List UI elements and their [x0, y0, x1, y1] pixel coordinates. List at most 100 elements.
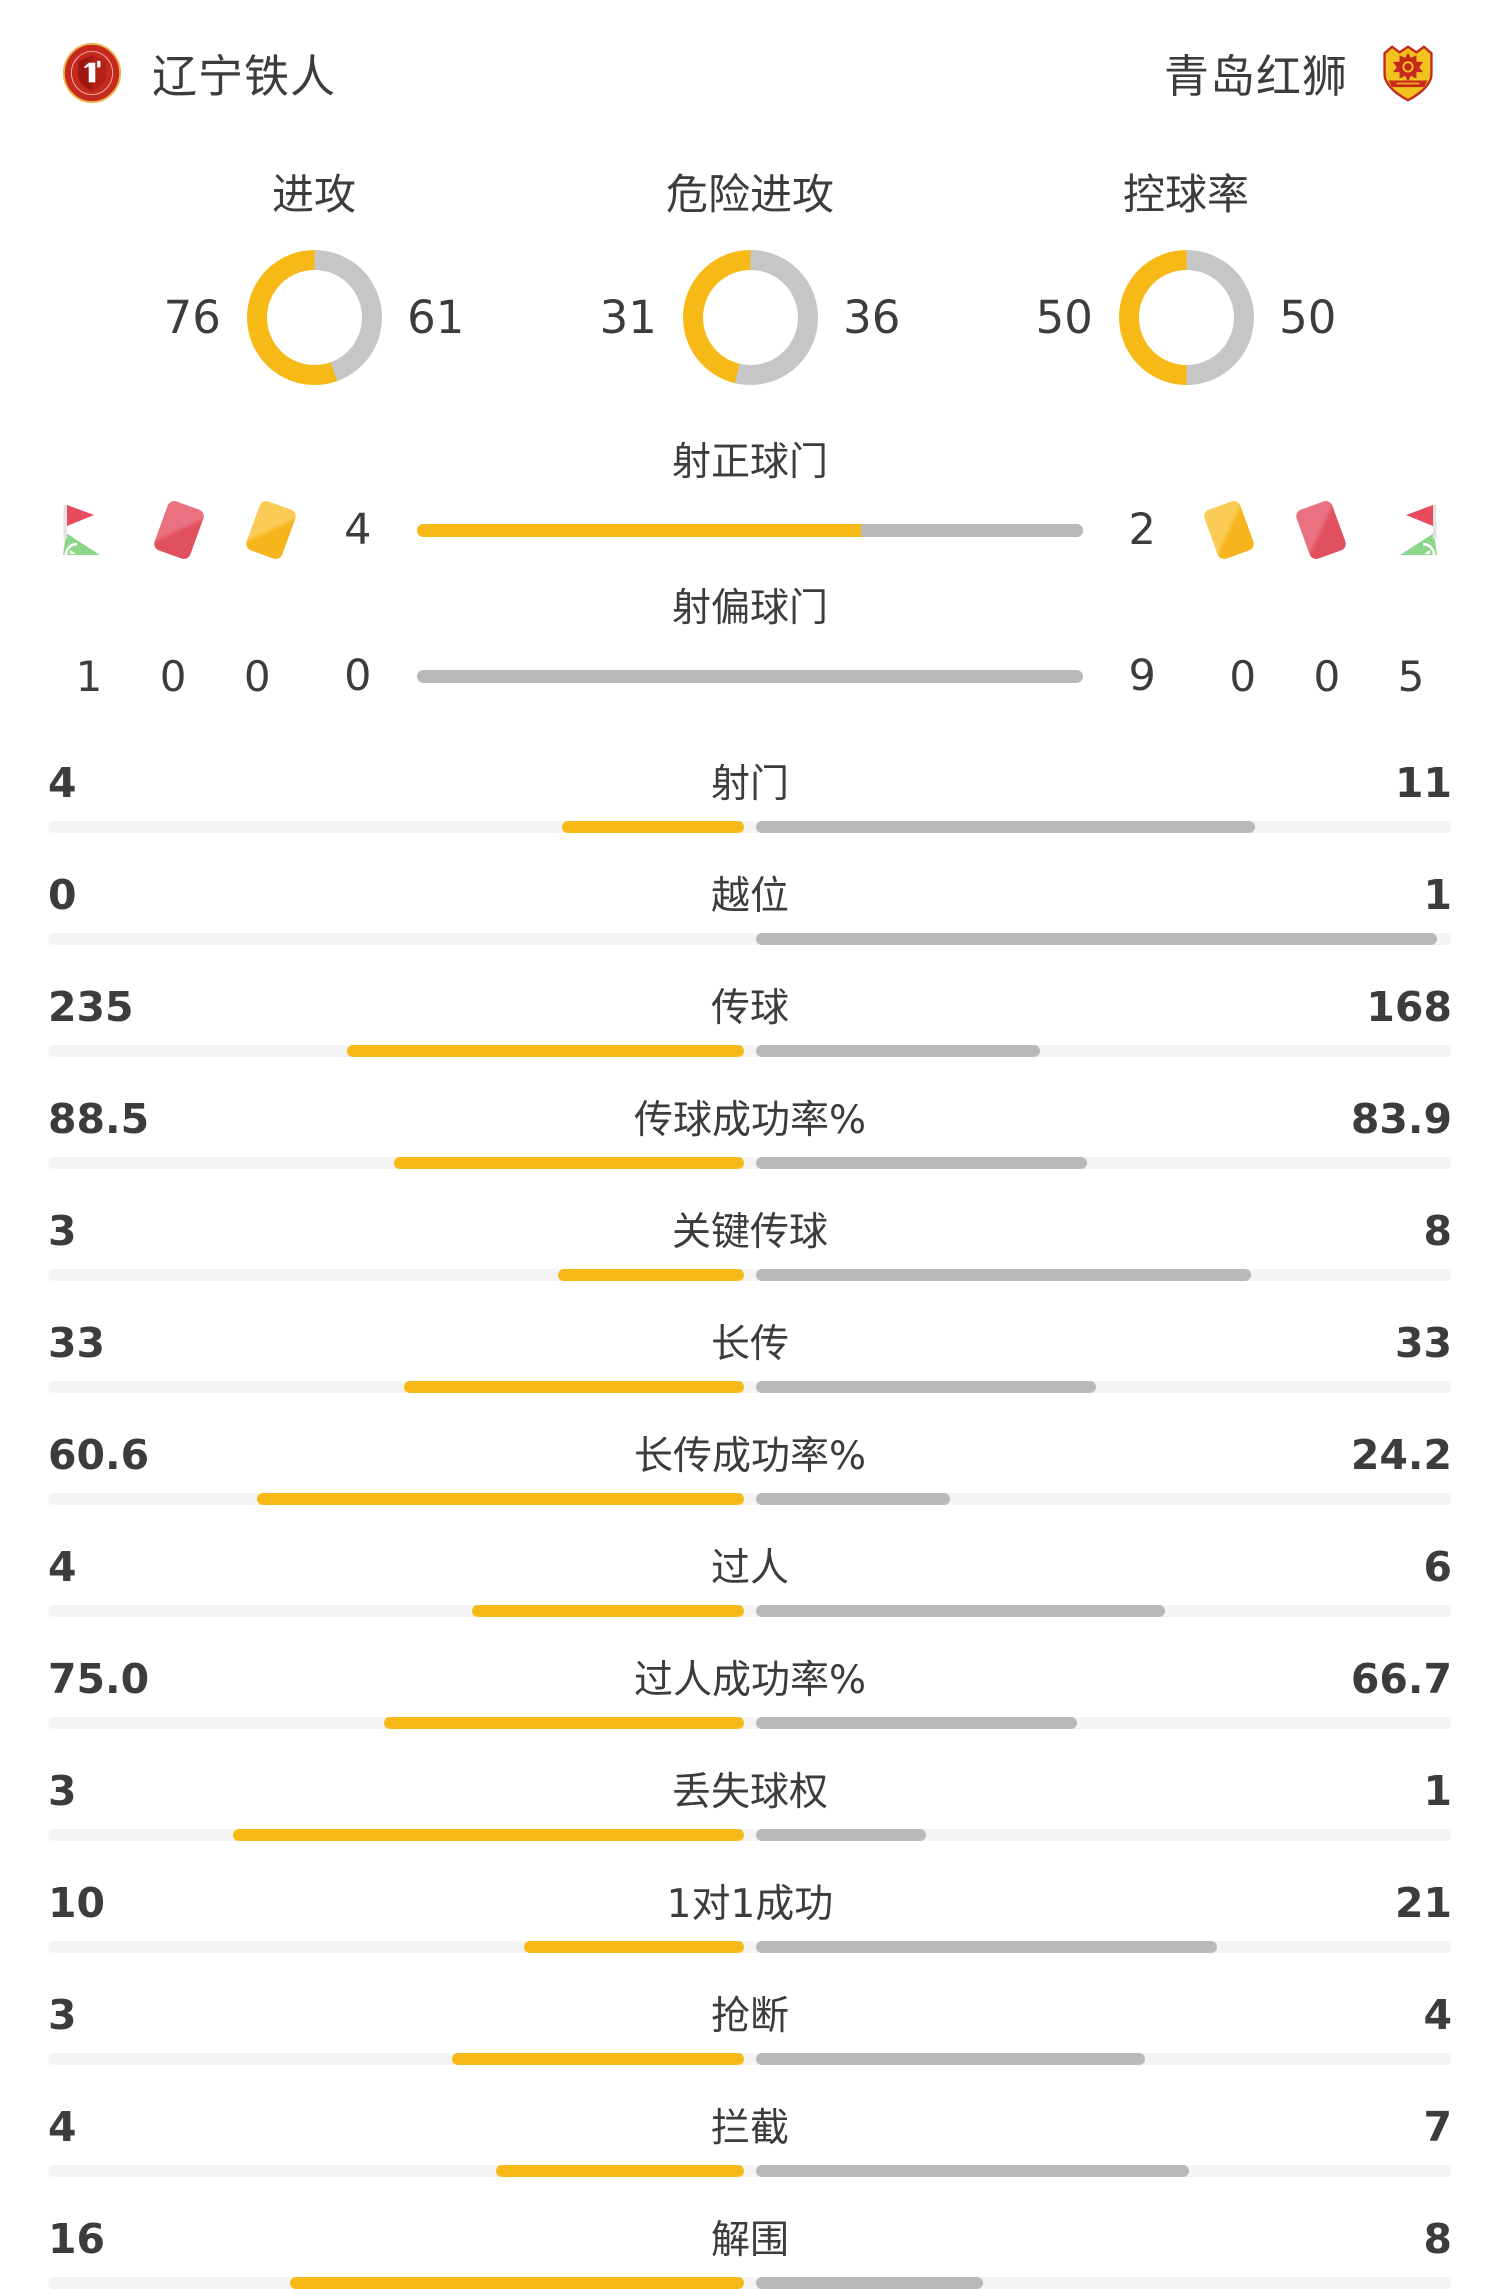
away-discipline-icons — [1201, 499, 1452, 561]
stat-bar-home-segment — [383, 1717, 744, 1729]
stat-bar-away-segment — [756, 1605, 1165, 1617]
red-card-icon — [152, 499, 206, 561]
shot-bar-away-value: 2 — [1128, 505, 1156, 555]
stat-away-value: 1 — [1423, 871, 1452, 919]
stat-row-长传成功率%: 60.6 长传成功率% 24.2 — [48, 1425, 1452, 1505]
donut-label: 进攻 — [271, 170, 356, 219]
qingdao-red-lions-crest-icon — [1383, 44, 1433, 101]
stat-home-value: 88.5 — [48, 1095, 150, 1143]
stat-home-value: 60.6 — [48, 1431, 150, 1479]
stat-away-value: 1 — [1423, 1767, 1452, 1815]
stat-home-value: 4 — [48, 2103, 77, 2151]
stat-home-value: 3 — [48, 1991, 77, 2039]
stat-bar-away-segment — [756, 2053, 1146, 2065]
stat-line: 4 过人 6 — [48, 1537, 1452, 1593]
red-card-icon — [1294, 499, 1348, 561]
away-team-name: 青岛红狮 — [1163, 50, 1348, 103]
stat-bar-home-segment — [233, 1829, 744, 1841]
stat-label: 越位 — [710, 874, 789, 919]
away-red-cards-count: 0 — [1313, 651, 1341, 701]
stat-away-value: 8 — [1423, 1207, 1452, 1255]
stat-bar-away-segment — [756, 1381, 1097, 1393]
stat-home-value: 0 — [48, 871, 77, 919]
donut-away-value: 61 — [407, 291, 465, 344]
stat-away-value: 168 — [1366, 983, 1452, 1031]
stat-bar-home-segment — [562, 821, 744, 833]
away-team[interactable]: 青岛红狮 — [1164, 40, 1438, 105]
stat-label: 传球成功率% — [633, 1098, 867, 1143]
stat-line: 3 丢失球权 1 — [48, 1761, 1452, 1817]
stat-label: 过人 — [710, 1546, 789, 1591]
stat-away-value: 83.9 — [1350, 1095, 1452, 1143]
donut-row: 50 50 — [1018, 250, 1354, 385]
home-team-name: 辽宁铁人 — [152, 50, 337, 103]
away-discipline-counts: 0 0 5 — [1202, 652, 1452, 701]
stat-away-value: 8 — [1423, 2215, 1452, 2263]
stat-away-value: 33 — [1394, 1319, 1452, 1367]
donut-ring — [682, 250, 818, 385]
stat-bar-track — [48, 821, 1452, 833]
stat-home-value: 75.0 — [48, 1655, 150, 1703]
stat-away-value: 6 — [1423, 1543, 1452, 1591]
stat-bar-home-segment — [394, 1157, 744, 1169]
donut-row: 31 36 — [582, 250, 918, 385]
shot-bar-home-value: 0 — [344, 651, 372, 701]
stat-row-关键传球: 3 关键传球 8 — [48, 1201, 1452, 1281]
stat-bar-away-segment — [756, 1493, 951, 1505]
stat-row-射门: 4 射门 11 — [48, 753, 1452, 833]
stat-line: 0 越位 1 — [48, 865, 1452, 921]
stat-row-传球: 235 传球 168 — [48, 977, 1452, 1057]
stat-bar-home-segment — [403, 1381, 744, 1393]
donut-group-0: 进攻 76 61 — [146, 161, 482, 385]
stat-line: 4 拦截 7 — [48, 2097, 1452, 2153]
stat-bar-track — [48, 1717, 1452, 1729]
donut-away-value: 50 — [1279, 291, 1337, 344]
stat-line: 16 解围 8 — [48, 2209, 1452, 2265]
yellow-card-icon — [244, 499, 299, 561]
stat-row-解围: 16 解围 8 — [48, 2209, 1452, 2289]
stat-line: 60.6 长传成功率% 24.2 — [48, 1425, 1452, 1481]
stat-home-value: 16 — [48, 2215, 106, 2263]
stat-bar-away-segment — [756, 1829, 927, 1841]
stat-bar-away-segment — [756, 1717, 1077, 1729]
donut-away-value: 36 — [843, 291, 901, 344]
stat-label: 拦截 — [710, 2106, 789, 2151]
shot-bar-home-fill — [417, 523, 861, 537]
donut-group-1: 危险进攻 31 36 — [582, 161, 918, 385]
stat-bar-track — [48, 1605, 1452, 1617]
home-discipline-counts: 1 0 0 — [48, 652, 298, 701]
yellow-card-icon — [1201, 499, 1256, 561]
home-team[interactable]: 辽宁铁人 — [62, 40, 336, 105]
stat-label: 解围 — [710, 2218, 789, 2263]
stat-bar-home-segment — [346, 1045, 744, 1057]
stat-home-value: 4 — [48, 759, 77, 807]
stat-row-越位: 0 越位 1 — [48, 865, 1452, 945]
shot-bar-title: 射偏球门 — [671, 586, 828, 631]
donut-label: 危险进攻 — [665, 170, 834, 219]
stat-bar-track — [48, 2053, 1452, 2065]
stat-bar-home-segment — [496, 2165, 744, 2177]
stat-home-value: 4 — [48, 1543, 77, 1591]
donut-ring — [246, 250, 382, 385]
stat-bar-away-segment — [756, 1157, 1088, 1169]
stat-row-长传: 33 长传 33 — [48, 1313, 1452, 1393]
stat-row-1对1成功: 10 1对1成功 21 — [48, 1873, 1452, 1953]
stat-line: 4 射门 11 — [48, 753, 1452, 809]
home-corners-count: 1 — [75, 651, 103, 701]
away-yellow-cards-count: 0 — [1229, 651, 1257, 701]
stat-line: 75.0 过人成功率% 66.7 — [48, 1649, 1452, 1705]
shot-bar-away-value: 9 — [1128, 651, 1156, 701]
corner-flag-icon — [1399, 505, 1437, 556]
stat-away-value: 66.7 — [1350, 1655, 1452, 1703]
home-discipline-icons — [48, 499, 299, 561]
stat-bar-home-segment — [290, 2277, 744, 2289]
stat-home-value: 3 — [48, 1767, 77, 1815]
stat-bar-home-segment — [257, 1493, 744, 1505]
donut-home-value: 76 — [163, 291, 221, 344]
donut-label: 控球率 — [1122, 170, 1249, 219]
stat-line: 33 长传 33 — [48, 1313, 1452, 1369]
shot-bar — [417, 523, 1083, 537]
stat-label: 射门 — [710, 762, 789, 807]
stat-label: 长传成功率% — [633, 1434, 867, 1479]
